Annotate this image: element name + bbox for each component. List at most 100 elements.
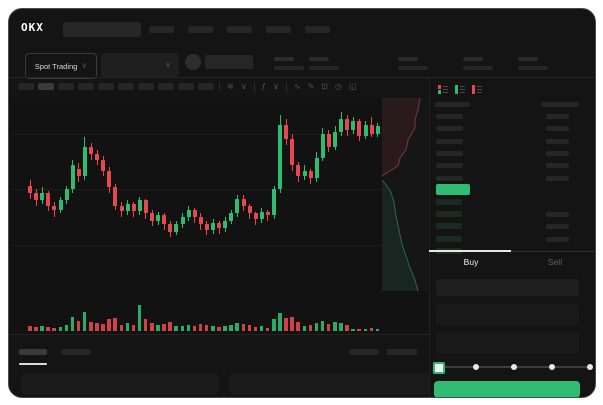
nav-item-placeholder[interactable] [266,26,291,33]
interval-button[interactable] [18,83,34,90]
candlestick-chart[interactable] [9,97,429,334]
volume-bar [290,316,294,331]
bottom-right-placeholder[interactable] [349,349,379,355]
amount-slider[interactable] [433,362,593,374]
draw-tool-icon[interactable]: ✎ [307,82,315,91]
candle-body [333,131,337,147]
bid-price-placeholder[interactable] [436,199,462,205]
fullscreen-icon[interactable]: ◱ [348,82,357,91]
candle-body [119,205,124,212]
order-type-field[interactable] [436,279,579,296]
volume-bar [314,323,319,331]
book-asks-icon[interactable] [472,84,483,95]
tab-sell[interactable]: Sell [547,257,563,267]
bid-price-placeholder[interactable] [436,223,462,230]
last-price-highlight [436,184,470,195]
price-field[interactable] [436,304,579,326]
chart-tools: ≋ ∨ ƒ ∨ ∿ ✎ ⊡ ◷ ◱ [227,81,357,93]
candle-body [40,192,45,201]
chevron-down-icon: ∨ [81,61,88,70]
candle-body [259,211,264,219]
header-divider [9,77,595,78]
ask-price-placeholder[interactable] [436,126,463,132]
volume-bar [278,312,282,331]
interval-button[interactable] [78,83,94,90]
candle-body [326,133,331,147]
ask-price-placeholder[interactable] [436,114,463,119]
candle-body [345,118,350,130]
ask-price-placeholder[interactable] [436,150,463,156]
volume-bar [339,323,343,331]
ask-price-placeholder[interactable] [436,175,463,181]
candle-wick [53,202,55,217]
bottom-tab-placeholder[interactable] [19,349,47,355]
candle-body [180,217,185,225]
nav-item-placeholder[interactable] [305,26,330,33]
interval-button[interactable] [138,83,154,90]
interval-button[interactable] [158,83,174,90]
slider-stop-dot[interactable] [511,364,517,370]
nav-item-placeholder[interactable] [149,26,174,33]
stat-label-placeholder [463,57,483,61]
okx-logo: OKX [21,21,44,34]
slider-stop-dot[interactable] [587,364,593,370]
book-bids-icon[interactable] [455,84,466,95]
book-combined-icon[interactable] [438,84,449,95]
chevron-down-icon[interactable]: ∨ [273,82,279,91]
interval-button[interactable] [38,83,54,90]
nav-item-placeholder[interactable] [188,26,213,33]
bid-size-placeholder [546,236,569,242]
search-input[interactable] [63,22,141,37]
buy-submit-button[interactable] [434,381,580,397]
volume-bar [156,325,160,331]
candle-body [241,198,246,206]
volume-bar [89,321,93,331]
toolbar-divider [253,82,255,92]
volume-bar [113,318,117,331]
interval-button[interactable] [98,83,114,90]
candle-body [211,222,215,230]
interval-button[interactable] [178,83,194,90]
pair-selector-dropdown[interactable]: ∨ [101,53,179,77]
bid-size-placeholder [546,224,569,230]
ask-price-placeholder[interactable] [436,138,463,144]
ask-size-placeholder [546,126,569,132]
candle-body [217,222,222,229]
overlay-icon[interactable]: ≋ [227,82,234,91]
gridline [11,189,428,191]
nav-item-placeholder[interactable] [227,26,252,33]
slider-stop-dot[interactable] [473,364,479,370]
bottom-right-placeholder[interactable] [387,349,417,355]
slider-handle[interactable] [433,362,445,374]
bottom-tab-placeholder[interactable] [61,349,91,355]
tab-buy[interactable]: Buy [463,257,479,267]
volume-bar [369,327,374,331]
candle-body [351,120,356,131]
candle-body [308,170,313,179]
interval-button[interactable] [198,83,214,90]
candle-body [229,213,234,221]
main-nav [149,26,330,33]
clock-icon[interactable]: ◷ [334,82,342,91]
interval-button[interactable] [118,83,134,90]
market-type-dropdown[interactable]: Spot Trading ∨ [25,53,97,79]
indicators-icon[interactable]: ƒ [261,82,267,91]
slider-stop-dot[interactable] [549,364,555,370]
amount-field[interactable] [436,332,579,354]
line-style-icon[interactable]: ∿ [293,82,301,91]
candle-body [192,209,197,217]
color-column [438,85,441,94]
depth-overlay [382,98,428,291]
chevron-down-icon[interactable]: ∨ [240,82,247,91]
ask-size-placeholder [546,138,569,144]
bid-price-placeholder[interactable] [436,211,462,218]
volume-bar [198,323,203,331]
candle-body [156,215,161,221]
screenshot-icon[interactable]: ⊡ [321,82,328,91]
bid-size-placeholder [546,212,569,218]
bid-price-placeholder[interactable] [436,235,462,242]
stat-label-placeholder [309,57,329,61]
candle-body [339,118,344,132]
ask-price-placeholder[interactable] [436,163,463,169]
interval-button[interactable] [58,83,74,90]
